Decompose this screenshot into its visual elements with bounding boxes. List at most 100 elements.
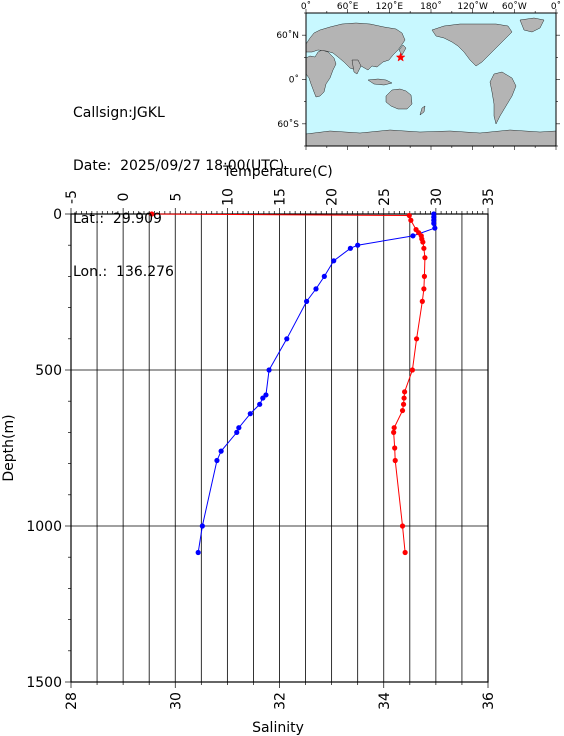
land-antarctica bbox=[305, 129, 557, 147]
grid-horizontal bbox=[71, 369, 488, 527]
salinity-data-point bbox=[420, 239, 426, 245]
depth-tick-label: 1500 bbox=[26, 675, 62, 691]
salinity-ticks bbox=[70, 682, 489, 688]
salinity-data-point bbox=[392, 445, 398, 451]
salinity-data-point bbox=[392, 457, 398, 464]
callsign-text: Callsign:JGKL bbox=[73, 105, 165, 121]
temperature-tick-label: 20 bbox=[325, 188, 341, 206]
temperature-data-point bbox=[257, 401, 263, 407]
salinity-data-point bbox=[400, 401, 407, 407]
profile-chart: -5 0 5 10 15 20 25 30 35 28 30 32 34 36 050010001500… bbox=[1, 164, 497, 736]
temperature-tick-labels: -5 0 5 10 15 20 25 30 35 bbox=[64, 188, 497, 206]
map-latitude-label: 0˚ bbox=[289, 75, 299, 86]
temperature-tick-label: 0 bbox=[116, 193, 132, 202]
date-text: Date: 2025/09/27 18:00(UTC) bbox=[73, 158, 285, 174]
salinity-data-point bbox=[399, 407, 406, 414]
salinity-data-point bbox=[402, 389, 408, 395]
temperature-data-point bbox=[304, 298, 310, 304]
temperature-data-point bbox=[331, 258, 337, 264]
land-australia bbox=[385, 88, 413, 110]
temperature-data-point bbox=[347, 245, 353, 251]
temperature-data-point bbox=[236, 425, 242, 431]
salinity-data-point bbox=[391, 429, 397, 435]
world-map: 0˚ 60˚E 120˚E 180˚ 120˚W 60˚W 0˚ 60˚N 0˚ 60˚S bbox=[276, 1, 561, 150]
map-ticks bbox=[302, 9, 560, 150]
land-indonesia bbox=[367, 78, 393, 86]
depth-tick-label: 1000 bbox=[26, 519, 62, 535]
salinity-tick-label: 36 bbox=[481, 692, 497, 710]
temperature-data-point bbox=[266, 367, 272, 373]
temperature-tick-label: 35 bbox=[481, 188, 497, 206]
longitude-text: Lon.: 136.276 bbox=[73, 264, 174, 280]
salinity-data-point bbox=[408, 217, 414, 223]
salinity-data-point bbox=[149, 211, 155, 217]
station-info: Callsign:JGKL Date: 2025/09/27 18:00(UTC… bbox=[73, 73, 284, 296]
map-top-labels: 0˚ 60˚E 120˚E 180˚ 120˚W 60˚W 0˚ bbox=[301, 1, 561, 12]
salinity-data-point bbox=[399, 523, 406, 529]
temperature-data-point bbox=[260, 395, 266, 401]
salinity-tick-label: 28 bbox=[64, 692, 80, 710]
latitude-text: Lat.: 29.909 bbox=[73, 211, 162, 227]
temperature-tick-label: 10 bbox=[220, 188, 236, 206]
temperature-data-point bbox=[321, 273, 327, 279]
temperature-data-point bbox=[234, 429, 240, 435]
map-longitude-label: 180˚ bbox=[420, 1, 442, 12]
salinity-data-point bbox=[406, 212, 412, 219]
salinity-data-point bbox=[413, 336, 420, 342]
land-north-america bbox=[431, 23, 513, 67]
map-land bbox=[305, 17, 557, 147]
salinity-data-point bbox=[409, 367, 416, 373]
temperature-tick-label: 30 bbox=[429, 188, 445, 206]
salinity-data-point bbox=[402, 549, 408, 556]
temperature-tick-label: -5 bbox=[64, 190, 80, 204]
temperature-data-point bbox=[432, 225, 438, 231]
land-greenland bbox=[519, 17, 545, 33]
map-longitude-label: 120˚E bbox=[376, 1, 404, 12]
salinity-tick-label: 32 bbox=[273, 692, 289, 710]
map-latitude-label: 60˚N bbox=[276, 30, 299, 41]
salinity-tick-label: 30 bbox=[168, 692, 184, 710]
land-new-zealand bbox=[419, 105, 426, 116]
land-south-america bbox=[489, 71, 517, 125]
series-layer bbox=[149, 211, 438, 556]
salinity-axis-label: Salinity bbox=[252, 720, 304, 736]
map-longitude-label: 60˚W bbox=[502, 1, 527, 12]
land-eurasia bbox=[305, 22, 406, 71]
salinity-tick-labels: 28 30 32 34 36 bbox=[64, 692, 497, 710]
temperature-data-point bbox=[218, 448, 224, 454]
temperature-tick-label: 5 bbox=[168, 193, 184, 202]
salinity-data-point bbox=[422, 255, 428, 261]
depth-tick-label: 0 bbox=[53, 207, 62, 223]
map-latitude-label: 60˚S bbox=[277, 119, 299, 130]
temperature-data-point bbox=[355, 242, 361, 248]
temperature-data-point bbox=[313, 286, 319, 292]
temperature-tick-label: 15 bbox=[273, 188, 289, 206]
map-longitude-label: 120˚W bbox=[457, 1, 488, 12]
salinity-data-point bbox=[421, 286, 427, 292]
map-longitude-label: 0˚ bbox=[301, 1, 311, 12]
salinity-data-point bbox=[421, 273, 428, 279]
depth-axis-label: Depth(m) bbox=[1, 414, 17, 481]
temperature-ticks bbox=[70, 208, 489, 214]
temperature-data-point bbox=[284, 336, 290, 342]
salinity-tick-label: 34 bbox=[377, 692, 393, 710]
map-left-labels: 60˚N 0˚ 60˚S bbox=[276, 30, 299, 130]
temperature-data-point bbox=[195, 549, 201, 556]
depth-ticks bbox=[65, 213, 71, 683]
grid-vertical bbox=[96, 214, 463, 682]
temperature-data-point bbox=[247, 411, 253, 417]
temperature-axis-label: Temperature(C) bbox=[222, 164, 332, 180]
land-africa bbox=[305, 49, 337, 98]
salinity-data-point bbox=[391, 425, 397, 431]
temperature-data-point bbox=[214, 457, 220, 464]
land-india bbox=[351, 59, 362, 75]
salinity-data-point bbox=[401, 395, 407, 401]
station-marker-shape bbox=[395, 52, 406, 62]
depth-tick-labels: 0 500 1000 1500 bbox=[26, 207, 62, 691]
depth-tick-label: 500 bbox=[35, 363, 62, 379]
temperature-tick-label: 25 bbox=[377, 188, 393, 206]
station-marker-star bbox=[395, 52, 406, 62]
map-longitude-label: 0˚ bbox=[551, 1, 561, 12]
salinity-data-point bbox=[419, 298, 425, 304]
